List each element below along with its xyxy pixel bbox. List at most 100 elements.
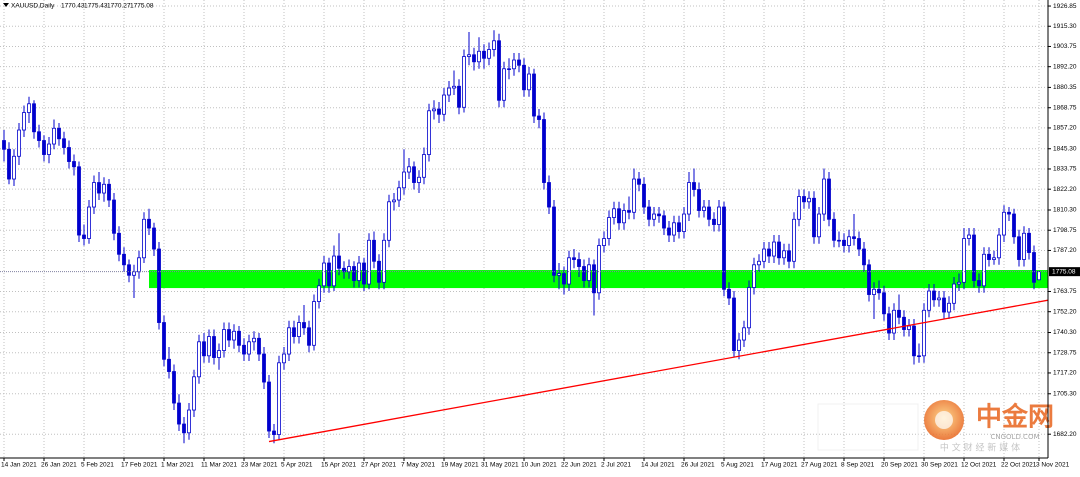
x-tick-label: 23 Mar 2021 (241, 462, 278, 469)
candle-body (457, 85, 461, 108)
candle-body (757, 260, 761, 266)
trendline (268, 299, 1048, 443)
x-tick-label: 22 Oct 2021 (1001, 462, 1037, 469)
x-tick-label: 30 Sep 2021 (921, 462, 958, 469)
y-tick-label: 1868.75 (1053, 104, 1077, 111)
candle-body (192, 376, 196, 411)
x-tick-label: 11 Mar 2021 (201, 462, 237, 469)
candle-body (992, 257, 996, 260)
candle-body (7, 148, 11, 180)
candle-body (557, 273, 561, 276)
candle-body (257, 337, 261, 355)
candle-body (242, 344, 246, 355)
x-tick-label: 27 Aug 2021 (801, 462, 838, 469)
candle-body (802, 196, 806, 203)
candle-body (1017, 236, 1021, 260)
axis-labels: 1926.85 1915.30 1903.75 1892.20 1880.35 1868.… (1, 3, 1080, 469)
candle-body (752, 264, 756, 288)
candle-body (277, 362, 281, 435)
candle-body (2, 140, 6, 150)
candle-body (572, 257, 576, 260)
candle-body (147, 218, 151, 229)
y-tick-label: 1926.85 (1053, 3, 1077, 10)
candle-body (42, 140, 46, 155)
candle-body (742, 327, 746, 341)
candle-body (502, 68, 506, 101)
candle-body (52, 127, 56, 145)
candle-body (552, 206, 556, 276)
candle-body (367, 239, 371, 285)
candle-body (72, 161, 76, 168)
candle-body (67, 147, 71, 162)
candle-body (37, 131, 41, 141)
candle-body (607, 217, 611, 239)
candle-body (977, 280, 981, 287)
candle-body (372, 239, 376, 262)
candle-body (852, 236, 856, 239)
candle-body (432, 108, 436, 112)
candle-body (842, 239, 846, 246)
candle-body (177, 402, 181, 425)
header-high: 1775.43 (84, 3, 108, 10)
candle-body (817, 213, 821, 238)
y-tick-label: 1903.75 (1053, 43, 1077, 50)
candle-body (387, 201, 391, 241)
candle-body (732, 297, 736, 351)
candle-body (652, 213, 656, 220)
y-tick-label: 1740.30 (1053, 329, 1077, 336)
candle-body (207, 336, 211, 357)
candle-body (197, 341, 201, 378)
candle-body (222, 329, 226, 351)
candle-body (157, 248, 161, 323)
candle-body (987, 253, 991, 260)
candle-body (107, 183, 111, 201)
candle-body (1002, 211, 1006, 236)
candle-body (232, 330, 236, 341)
y-tick-label: 1833.75 (1053, 166, 1077, 173)
candle-body (82, 234, 86, 239)
candle-body (812, 197, 816, 238)
candle-body (447, 87, 451, 96)
candle-body (212, 336, 216, 358)
candle-body (22, 112, 26, 131)
candle-body (482, 50, 486, 59)
x-tick-label: 17 Aug 2021 (761, 462, 798, 469)
symbol: XAUUSD,Daily (11, 3, 55, 10)
candle-body (627, 210, 631, 213)
header-low: 1770.27 (107, 3, 131, 10)
candle-body (332, 255, 336, 287)
candle-body (172, 371, 176, 404)
candle-body (292, 327, 296, 337)
candle-body (702, 206, 706, 211)
candle-body (137, 257, 141, 273)
candle-body (272, 430, 276, 435)
candle-body (957, 281, 961, 285)
candle-body (237, 330, 241, 346)
candle-body (947, 302, 951, 313)
x-tick-label: 2 Jul 2021 (601, 462, 631, 469)
candle-body (657, 213, 661, 217)
candle-body (327, 262, 331, 287)
candle-body (347, 266, 351, 273)
x-tick-label: 12 Oct 2021 (961, 462, 997, 469)
candle-body (967, 234, 971, 239)
x-tick-label: 5 Apr 2021 (281, 462, 313, 469)
candle-body (632, 178, 636, 213)
candle-body (982, 253, 986, 287)
candle-body (437, 108, 441, 115)
candle-body (132, 271, 136, 276)
candle-body (727, 288, 731, 299)
candle-body (822, 178, 826, 215)
x-tick-label: 26 Jul 2021 (681, 462, 715, 469)
candle-body (32, 103, 36, 133)
candle-body (772, 241, 776, 257)
x-tick-label: 27 Apr 2021 (361, 462, 396, 469)
candle-body (17, 129, 21, 157)
y-tick-label: 1728.75 (1053, 349, 1077, 356)
candle-body (142, 218, 146, 259)
candle-body (997, 234, 1001, 259)
candle-body (712, 218, 716, 225)
watermark-brand: 中金网 (976, 402, 1054, 433)
candle-body (282, 353, 286, 364)
candle-body (762, 248, 766, 262)
